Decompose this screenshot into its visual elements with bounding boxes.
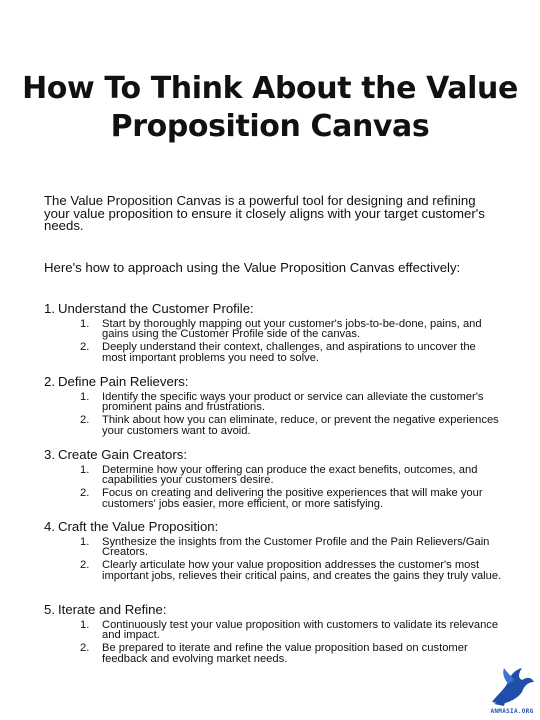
section-heading: 1. Understand the Customer Profile: bbox=[44, 301, 504, 316]
section-create-gain-creators: 3. Create Gain Creators: 1. Determine ho… bbox=[44, 447, 504, 512]
sub-list: 1. Start by thoroughly mapping out your … bbox=[44, 318, 504, 364]
item-text: Continuously test your value proposition… bbox=[102, 619, 499, 642]
item-number: 2. bbox=[80, 559, 90, 572]
item-number: 1. bbox=[80, 464, 90, 476]
item-number: 1. bbox=[80, 619, 90, 631]
section-title: Craft the Value Proposition: bbox=[58, 519, 219, 534]
section-define-pain-relievers: 2. Define Pain Relievers: 1. Identify th… bbox=[44, 374, 504, 439]
list-item: 1. Start by thoroughly mapping out your … bbox=[44, 318, 504, 341]
section-title: Iterate and Refine: bbox=[58, 602, 167, 617]
item-number: 1. bbox=[80, 536, 90, 548]
list-item: 1. Synthesize the insights from the Cust… bbox=[44, 536, 504, 559]
list-item: 2. Clearly articulate how your value pro… bbox=[44, 559, 504, 582]
section-number: 3. bbox=[44, 447, 55, 462]
section-title: Define Pain Relievers: bbox=[58, 374, 189, 389]
brand-logo: ANMASIA.ORG bbox=[484, 664, 538, 718]
section-number: 1. bbox=[44, 301, 55, 316]
section-number: 5. bbox=[44, 602, 55, 617]
item-text: Deeply understand their context, challen… bbox=[102, 341, 476, 364]
intro-instruction: Here's how to approach using the Value P… bbox=[44, 260, 461, 275]
item-text: Think about how you can eliminate, reduc… bbox=[102, 414, 499, 437]
sub-list: 1. Identify the specific ways your produ… bbox=[44, 391, 504, 437]
section-heading: 4. Craft the Value Proposition: bbox=[44, 519, 504, 534]
item-text: Be prepared to iterate and refine the va… bbox=[102, 642, 468, 665]
section-craft-value-proposition: 4. Craft the Value Proposition: 1. Synth… bbox=[44, 519, 504, 584]
item-number: 1. bbox=[80, 318, 90, 330]
list-item: 2. Be prepared to iterate and refine the… bbox=[44, 642, 504, 665]
section-heading: 5. Iterate and Refine: bbox=[44, 602, 504, 617]
section-heading: 3. Create Gain Creators: bbox=[44, 447, 504, 462]
list-item: 2. Deeply understand their context, chal… bbox=[44, 341, 504, 364]
item-number: 2. bbox=[80, 642, 90, 655]
item-text: Start by thoroughly mapping out your cus… bbox=[102, 318, 482, 341]
item-text: Clearly articulate how your value propos… bbox=[102, 559, 502, 582]
bird-logo-icon bbox=[492, 668, 534, 706]
sub-list: 1. Continuously test your value proposit… bbox=[44, 619, 504, 665]
item-number: 2. bbox=[80, 487, 90, 500]
list-item: 1. Identify the specific ways your produ… bbox=[44, 391, 504, 414]
list-item: 2. Focus on creating and delivering the … bbox=[44, 487, 504, 510]
list-item: 2. Think about how you can eliminate, re… bbox=[44, 414, 504, 437]
section-heading: 2. Define Pain Relievers: bbox=[44, 374, 504, 389]
page-title: How To Think About the Value Proposition… bbox=[22, 71, 518, 144]
section-understand-customer-profile: 1. Understand the Customer Profile: 1. S… bbox=[44, 301, 504, 366]
item-text: Identify the specific ways your product … bbox=[102, 391, 484, 414]
logo-text: ANMASIA.ORG bbox=[490, 708, 534, 715]
item-number: 1. bbox=[80, 391, 90, 403]
sub-list: 1. Determine how your offering can produ… bbox=[44, 464, 504, 510]
list-item: 1. Determine how your offering can produ… bbox=[44, 464, 504, 487]
sub-list: 1. Synthesize the insights from the Cust… bbox=[44, 536, 504, 582]
section-number: 2. bbox=[44, 374, 55, 389]
intro-paragraph: The Value Proposition Canvas is a powerf… bbox=[44, 193, 485, 233]
item-text: Synthesize the insights from the Custome… bbox=[102, 536, 490, 559]
section-title: Understand the Customer Profile: bbox=[58, 301, 254, 316]
section-number: 4. bbox=[44, 519, 55, 534]
item-text: Determine how your offering can produce … bbox=[102, 464, 478, 487]
section-iterate-and-refine: 5. Iterate and Refine: 1. Continuously t… bbox=[44, 602, 504, 667]
list-item: 1. Continuously test your value proposit… bbox=[44, 619, 504, 642]
item-number: 2. bbox=[80, 341, 90, 354]
item-text: Focus on creating and delivering the pos… bbox=[102, 487, 483, 510]
section-title: Create Gain Creators: bbox=[58, 447, 187, 462]
item-number: 2. bbox=[80, 414, 90, 427]
